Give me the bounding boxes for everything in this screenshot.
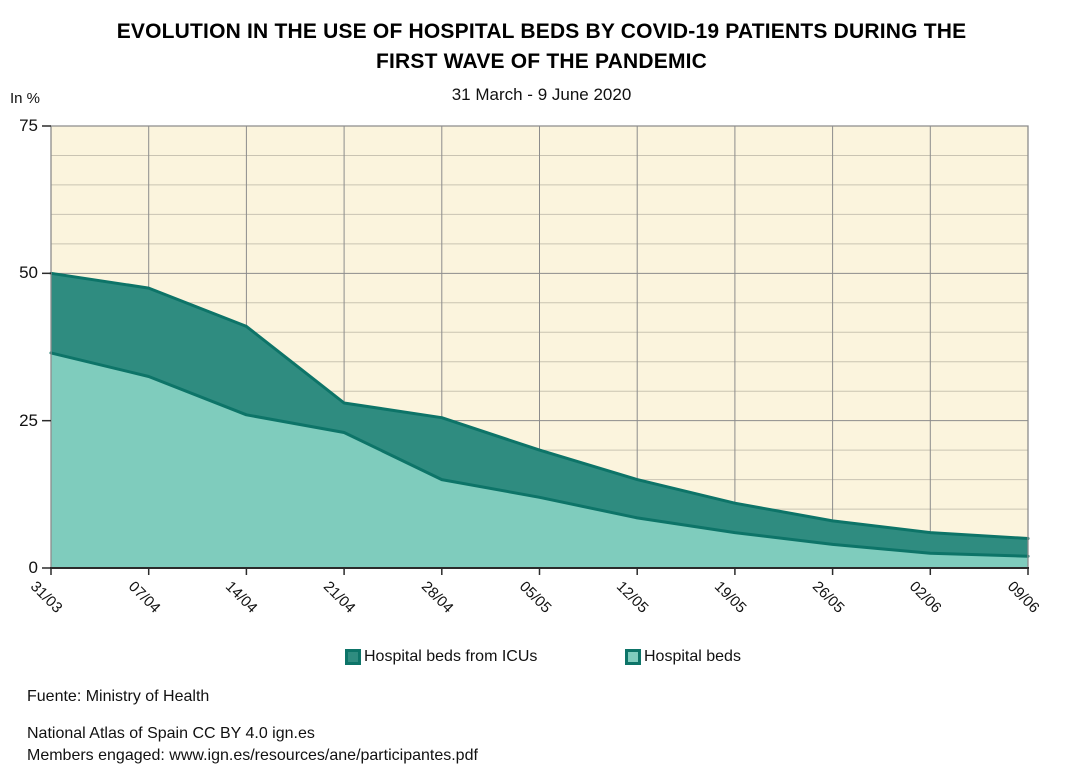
legend-label-beds: Hospital beds — [644, 648, 741, 665]
legend-item-icus: Hospital beds from ICUs — [345, 648, 537, 666]
area-chart-plot — [42, 125, 1030, 575]
y-tick-label: 25 — [19, 410, 38, 430]
plot-border — [50, 125, 1029, 568]
line-series-1 — [49, 351, 1030, 558]
license-note: National Atlas of Spain CC BY 4.0 ign.es — [27, 725, 315, 742]
chart-title-line1: EVOLUTION IN THE USE OF HOSPITAL BEDS BY… — [116, 20, 967, 43]
legend-label-icus: Hospital beds from ICUs — [364, 648, 538, 665]
legend-swatch-icus-icon — [345, 649, 361, 665]
y-tick-label: 0 — [28, 558, 38, 577]
chart-title: EVOLUTION IN THE USE OF HOSPITAL BEDS BY… — [0, 17, 1083, 77]
chart-title-line2: FIRST WAVE OF THE PANDEMIC — [375, 50, 708, 73]
y-tick-label: 50 — [19, 263, 38, 283]
area-series-1 — [51, 352, 1028, 568]
source-note: Fuente: Ministry of Health — [27, 688, 210, 705]
chart-subtitle: 31 March - 9 June 2020 — [451, 85, 632, 104]
y-axis-unit-label: In % — [10, 90, 41, 107]
legend-item-beds: Hospital beds — [625, 648, 741, 666]
y-tick-label: 75 — [19, 116, 38, 135]
line-series-0 — [49, 271, 1030, 540]
members-note: Members engaged: www.ign.es/resources/an… — [27, 747, 478, 764]
legend-swatch-beds-icon — [625, 649, 641, 665]
